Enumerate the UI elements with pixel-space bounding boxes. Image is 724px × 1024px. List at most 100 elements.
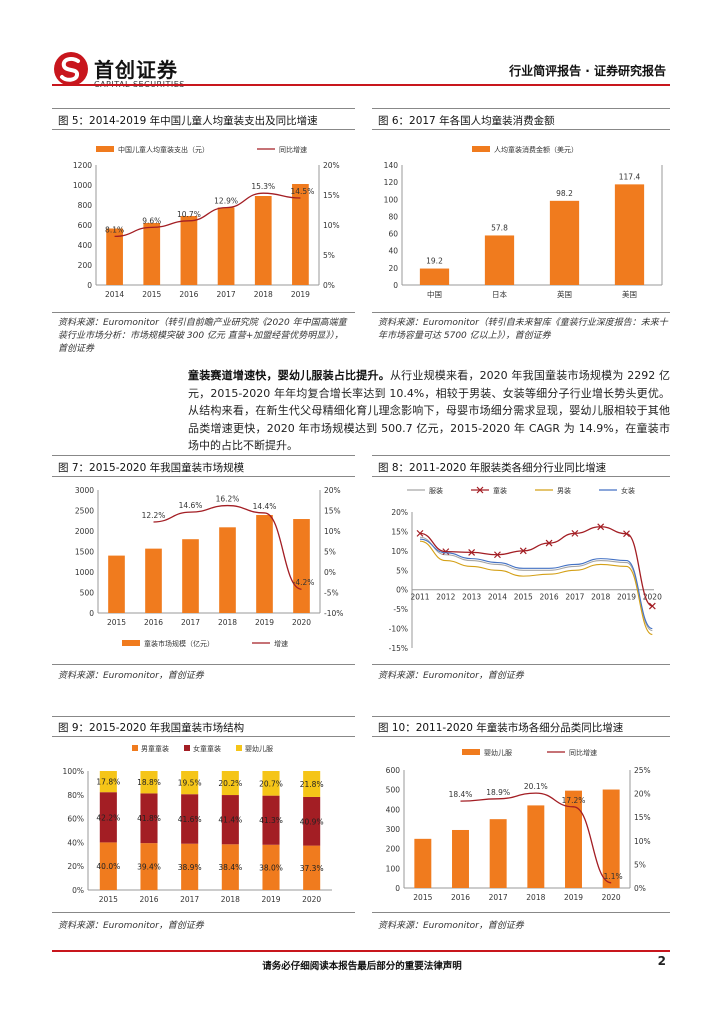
y-left-tick: 300: [386, 825, 401, 834]
legend-label: 童装: [493, 486, 507, 495]
fig7-top-rule: [52, 455, 355, 456]
y-tick: -10%: [389, 625, 408, 634]
bar: [489, 819, 507, 888]
page-number: 2: [657, 954, 666, 968]
bar: [419, 268, 450, 285]
fig5-source: 资料来源：Euromonitor（转引自前瞻产业研究院《2020 年中国高端童装…: [58, 318, 347, 354]
segment-label: 41.8%: [137, 814, 161, 823]
fig10-chart: 0 100 200 300 400 500 600 0% 5% 10% 15% 20% 25% 2015 2…: [386, 748, 651, 902]
bar-value-label: 117.4: [619, 172, 641, 181]
series-marker: [571, 529, 579, 537]
x-tick-label: 2016: [139, 895, 158, 904]
bar: [292, 184, 309, 285]
y-left-tick: 0: [395, 884, 400, 893]
y-tick: 20%: [391, 508, 408, 517]
series-marker: [442, 548, 450, 556]
x-tick-label: 2019: [564, 893, 583, 902]
y-left-tick: 1000: [73, 181, 92, 190]
y-right-tick: 20%: [323, 161, 340, 170]
series-marker: [494, 551, 501, 559]
x-tick-label: 2016: [540, 593, 559, 602]
legend-swatch: [132, 745, 138, 751]
y-left-tick: 100: [384, 195, 399, 204]
y-left-tick: 1000: [75, 568, 94, 577]
legend-bar-label: 婴幼儿服: [484, 748, 512, 757]
legend-swatch: [236, 745, 242, 751]
report-type: 行业简评报告 · 证券研究报告: [509, 64, 666, 78]
series-line-3: [419, 538, 653, 630]
footer-notice: 请务必仔细阅读本报告最后部分的重要法律声明: [262, 961, 462, 972]
y-left-tick: 20: [388, 264, 398, 273]
y-left-tick: 400: [386, 805, 401, 814]
growth-label: 12.9%: [214, 197, 238, 206]
fig6-source: 资料来源：Euromonitor（转引自未来智库《童装行业深度报告：未来十年市场…: [378, 318, 668, 341]
y-tick: 40%: [67, 838, 84, 847]
y-left-tick: 800: [78, 201, 93, 210]
fig9-title-rule: [52, 736, 355, 737]
y-tick: 80%: [67, 791, 84, 800]
growth-label: 20.1%: [524, 782, 548, 791]
y-left-tick: 40: [388, 247, 398, 256]
stack-segment: [262, 844, 280, 890]
stack-segment: [303, 796, 321, 846]
segment-label: 40.0%: [96, 862, 120, 871]
series-marker: [597, 523, 605, 531]
legend-label: 女装: [621, 486, 635, 495]
y-right-tick: -5%: [324, 589, 339, 598]
segment-label: 17.8%: [96, 778, 120, 787]
bar: [145, 548, 162, 613]
fig6-title-rule: [372, 129, 670, 130]
x-tick-label: 2015: [142, 290, 161, 299]
fig5-title: 图 5：2014-2019 年中国儿童人均童装支出及同比增速: [58, 115, 318, 127]
stack-segment: [99, 792, 117, 843]
stack-segment: [140, 771, 158, 794]
fig5-bottom-rule: [52, 312, 355, 313]
y-tick: 5%: [396, 566, 408, 575]
bar: [602, 789, 620, 888]
x-tick-label: 2016: [144, 618, 163, 627]
y-left-tick: 0: [87, 281, 92, 290]
bar: [527, 805, 545, 888]
legend-label: 女童童装: [193, 744, 221, 753]
legend-line-label: 同比增速: [569, 748, 597, 757]
bar: [143, 223, 161, 285]
y-left-tick: 600: [386, 766, 401, 775]
series-line-0: [419, 536, 653, 632]
x-tick-label: 2018: [218, 618, 237, 627]
x-tick-label: 日本: [492, 289, 507, 299]
y-right-tick: 0%: [323, 281, 335, 290]
fig5-title-rule: [52, 129, 355, 130]
segment-label: 39.4%: [137, 863, 161, 872]
fig7-title: 图 7：2015-2020 年我国童装市场规模: [58, 462, 245, 474]
stack-segment: [140, 793, 158, 844]
y-tick: 60%: [67, 815, 84, 824]
segment-label: 37.3%: [300, 864, 324, 873]
stack-segment: [99, 771, 117, 793]
growth-label: 1.1%: [604, 872, 623, 881]
bar: [414, 838, 432, 888]
company-name-cn: 首创证券: [94, 58, 178, 82]
legend-line-label: 增速: [274, 639, 288, 648]
growth-label: 18.4%: [449, 790, 473, 799]
growth-label: 12.2%: [142, 511, 166, 520]
stack-segment: [221, 844, 239, 890]
segment-label: 18.8%: [137, 778, 161, 787]
legend-label: 男童童装: [141, 744, 169, 753]
stack-segment: [181, 843, 199, 890]
y-left-tick: 120: [384, 178, 399, 187]
y-left-tick: 500: [80, 589, 95, 598]
fig6-title: 图 6：2017 年各国人均童装消费金额: [378, 115, 555, 127]
bar: [452, 829, 469, 888]
fig7-chart: 0 500 1000 1500 2000 2500 3000 -10% -5% 0% 5% 10% 15…: [75, 486, 343, 648]
x-tick-label: 2013: [462, 593, 481, 602]
segment-label: 21.8%: [300, 780, 324, 789]
segment-label: 40.9%: [300, 817, 324, 826]
bar: [108, 555, 125, 613]
stack-segment: [262, 771, 280, 796]
segment-label: 20.2%: [218, 779, 242, 788]
y-right-tick: 15%: [324, 507, 341, 516]
stack-segment: [303, 771, 321, 797]
x-tick-label: 2016: [179, 290, 198, 299]
fig10-source: 资料来源：Euromonitor，首创证券: [378, 921, 524, 931]
x-tick-label: 2017: [565, 593, 584, 602]
